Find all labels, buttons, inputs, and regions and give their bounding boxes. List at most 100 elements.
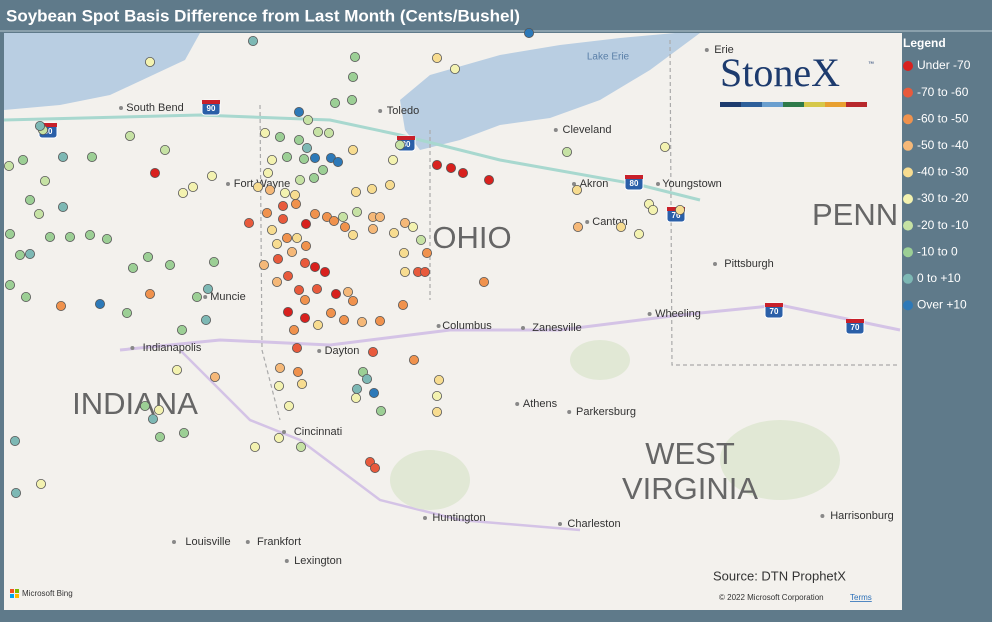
city-label: Dayton	[325, 345, 360, 357]
city-dot	[423, 516, 427, 520]
divider	[0, 30, 992, 32]
logo-bar	[720, 102, 741, 107]
state-label: VIRGINIA	[622, 471, 758, 506]
location-dot	[328, 215, 339, 226]
location-dot	[273, 432, 284, 443]
location-dot	[384, 179, 395, 190]
city-label: Athens	[523, 398, 558, 410]
location-dot	[350, 186, 361, 197]
road	[179, 349, 581, 532]
location-dot	[399, 217, 410, 228]
location-dot	[206, 170, 217, 181]
city-dot	[515, 402, 520, 406]
location-dot	[300, 240, 311, 251]
city-dot	[172, 540, 176, 544]
city-dot	[245, 540, 250, 544]
location-dot	[271, 238, 282, 249]
location-dot	[309, 152, 320, 163]
terms-link[interactable]: Terms	[850, 593, 872, 602]
location-dot	[675, 204, 686, 215]
location-dot	[293, 284, 304, 295]
location-dot	[272, 253, 283, 264]
location-dot	[312, 319, 323, 330]
city-label: Erie	[714, 44, 734, 56]
location-dot	[337, 211, 348, 222]
location-dot	[397, 299, 408, 310]
location-dot	[209, 371, 220, 382]
location-dot	[4, 160, 14, 171]
location-dot	[296, 378, 307, 389]
legend-swatch	[903, 300, 913, 311]
forest	[570, 340, 630, 380]
location-dot	[312, 127, 323, 138]
location-dot	[374, 315, 385, 326]
legend-swatch	[903, 87, 913, 98]
legend-label: -70 to -60	[917, 85, 969, 99]
location-dot	[24, 194, 35, 205]
location-dot	[281, 232, 292, 243]
location-dot	[347, 72, 358, 83]
location-dot	[394, 139, 405, 150]
location-dot	[368, 387, 379, 398]
ms-logo	[15, 594, 19, 598]
city-label: South Bend	[126, 102, 184, 114]
location-dot	[9, 435, 20, 446]
location-dot	[153, 404, 164, 415]
location-dot	[125, 130, 136, 141]
state-label: WEST	[645, 436, 735, 471]
location-dot	[20, 291, 31, 302]
location-dot	[290, 198, 301, 209]
location-dot	[299, 294, 310, 305]
location-dot	[259, 127, 270, 138]
bing-attribution: Microsoft Bing	[22, 589, 73, 598]
location-dot	[291, 232, 302, 243]
location-dot	[398, 247, 409, 258]
location-dot	[299, 257, 310, 268]
highway-shield-top	[397, 136, 415, 140]
location-dot	[273, 380, 284, 391]
city-label: Pittsburgh	[724, 258, 774, 270]
legend-label: -10 to 0	[917, 244, 958, 258]
logo-bar	[804, 102, 825, 107]
location-dot	[127, 262, 138, 273]
location-dot	[449, 64, 460, 75]
location-dot	[292, 366, 303, 377]
location-dot	[147, 413, 158, 424]
location-dot	[431, 406, 442, 417]
lake-erie	[400, 33, 700, 150]
legend-label: -30 to -20	[917, 191, 969, 205]
legend-swatch	[903, 273, 913, 284]
legend-swatch	[903, 194, 913, 204]
location-dot	[142, 251, 153, 262]
location-dot	[10, 487, 21, 498]
location-dot	[149, 167, 160, 178]
city-dot	[226, 182, 230, 186]
location-dot	[338, 314, 349, 325]
location-dot	[457, 167, 468, 178]
location-dot	[323, 127, 334, 138]
location-dot	[283, 400, 294, 411]
location-dot	[317, 164, 328, 175]
city-label: Indianapolis	[143, 342, 202, 354]
city-label: Akron	[580, 178, 609, 190]
copyright: © 2022 Microsoft Corporation	[719, 593, 824, 602]
city-dot	[521, 326, 525, 330]
location-dot	[388, 227, 399, 238]
city-dot	[713, 262, 717, 266]
city-dot	[567, 410, 572, 414]
city-label: Frankfort	[257, 536, 301, 548]
location-dot	[208, 256, 219, 267]
legend-label: Over +10	[917, 298, 967, 312]
city-dot	[436, 324, 441, 328]
location-dot	[243, 217, 254, 228]
city-label: Toledo	[387, 105, 419, 117]
location-dot	[431, 390, 442, 401]
location-dot	[289, 189, 300, 200]
location-dot	[445, 162, 456, 173]
ms-logo	[10, 594, 14, 598]
location-dot	[293, 134, 304, 145]
location-dot	[65, 231, 76, 242]
city-dot	[284, 559, 289, 563]
location-dot	[102, 233, 113, 244]
